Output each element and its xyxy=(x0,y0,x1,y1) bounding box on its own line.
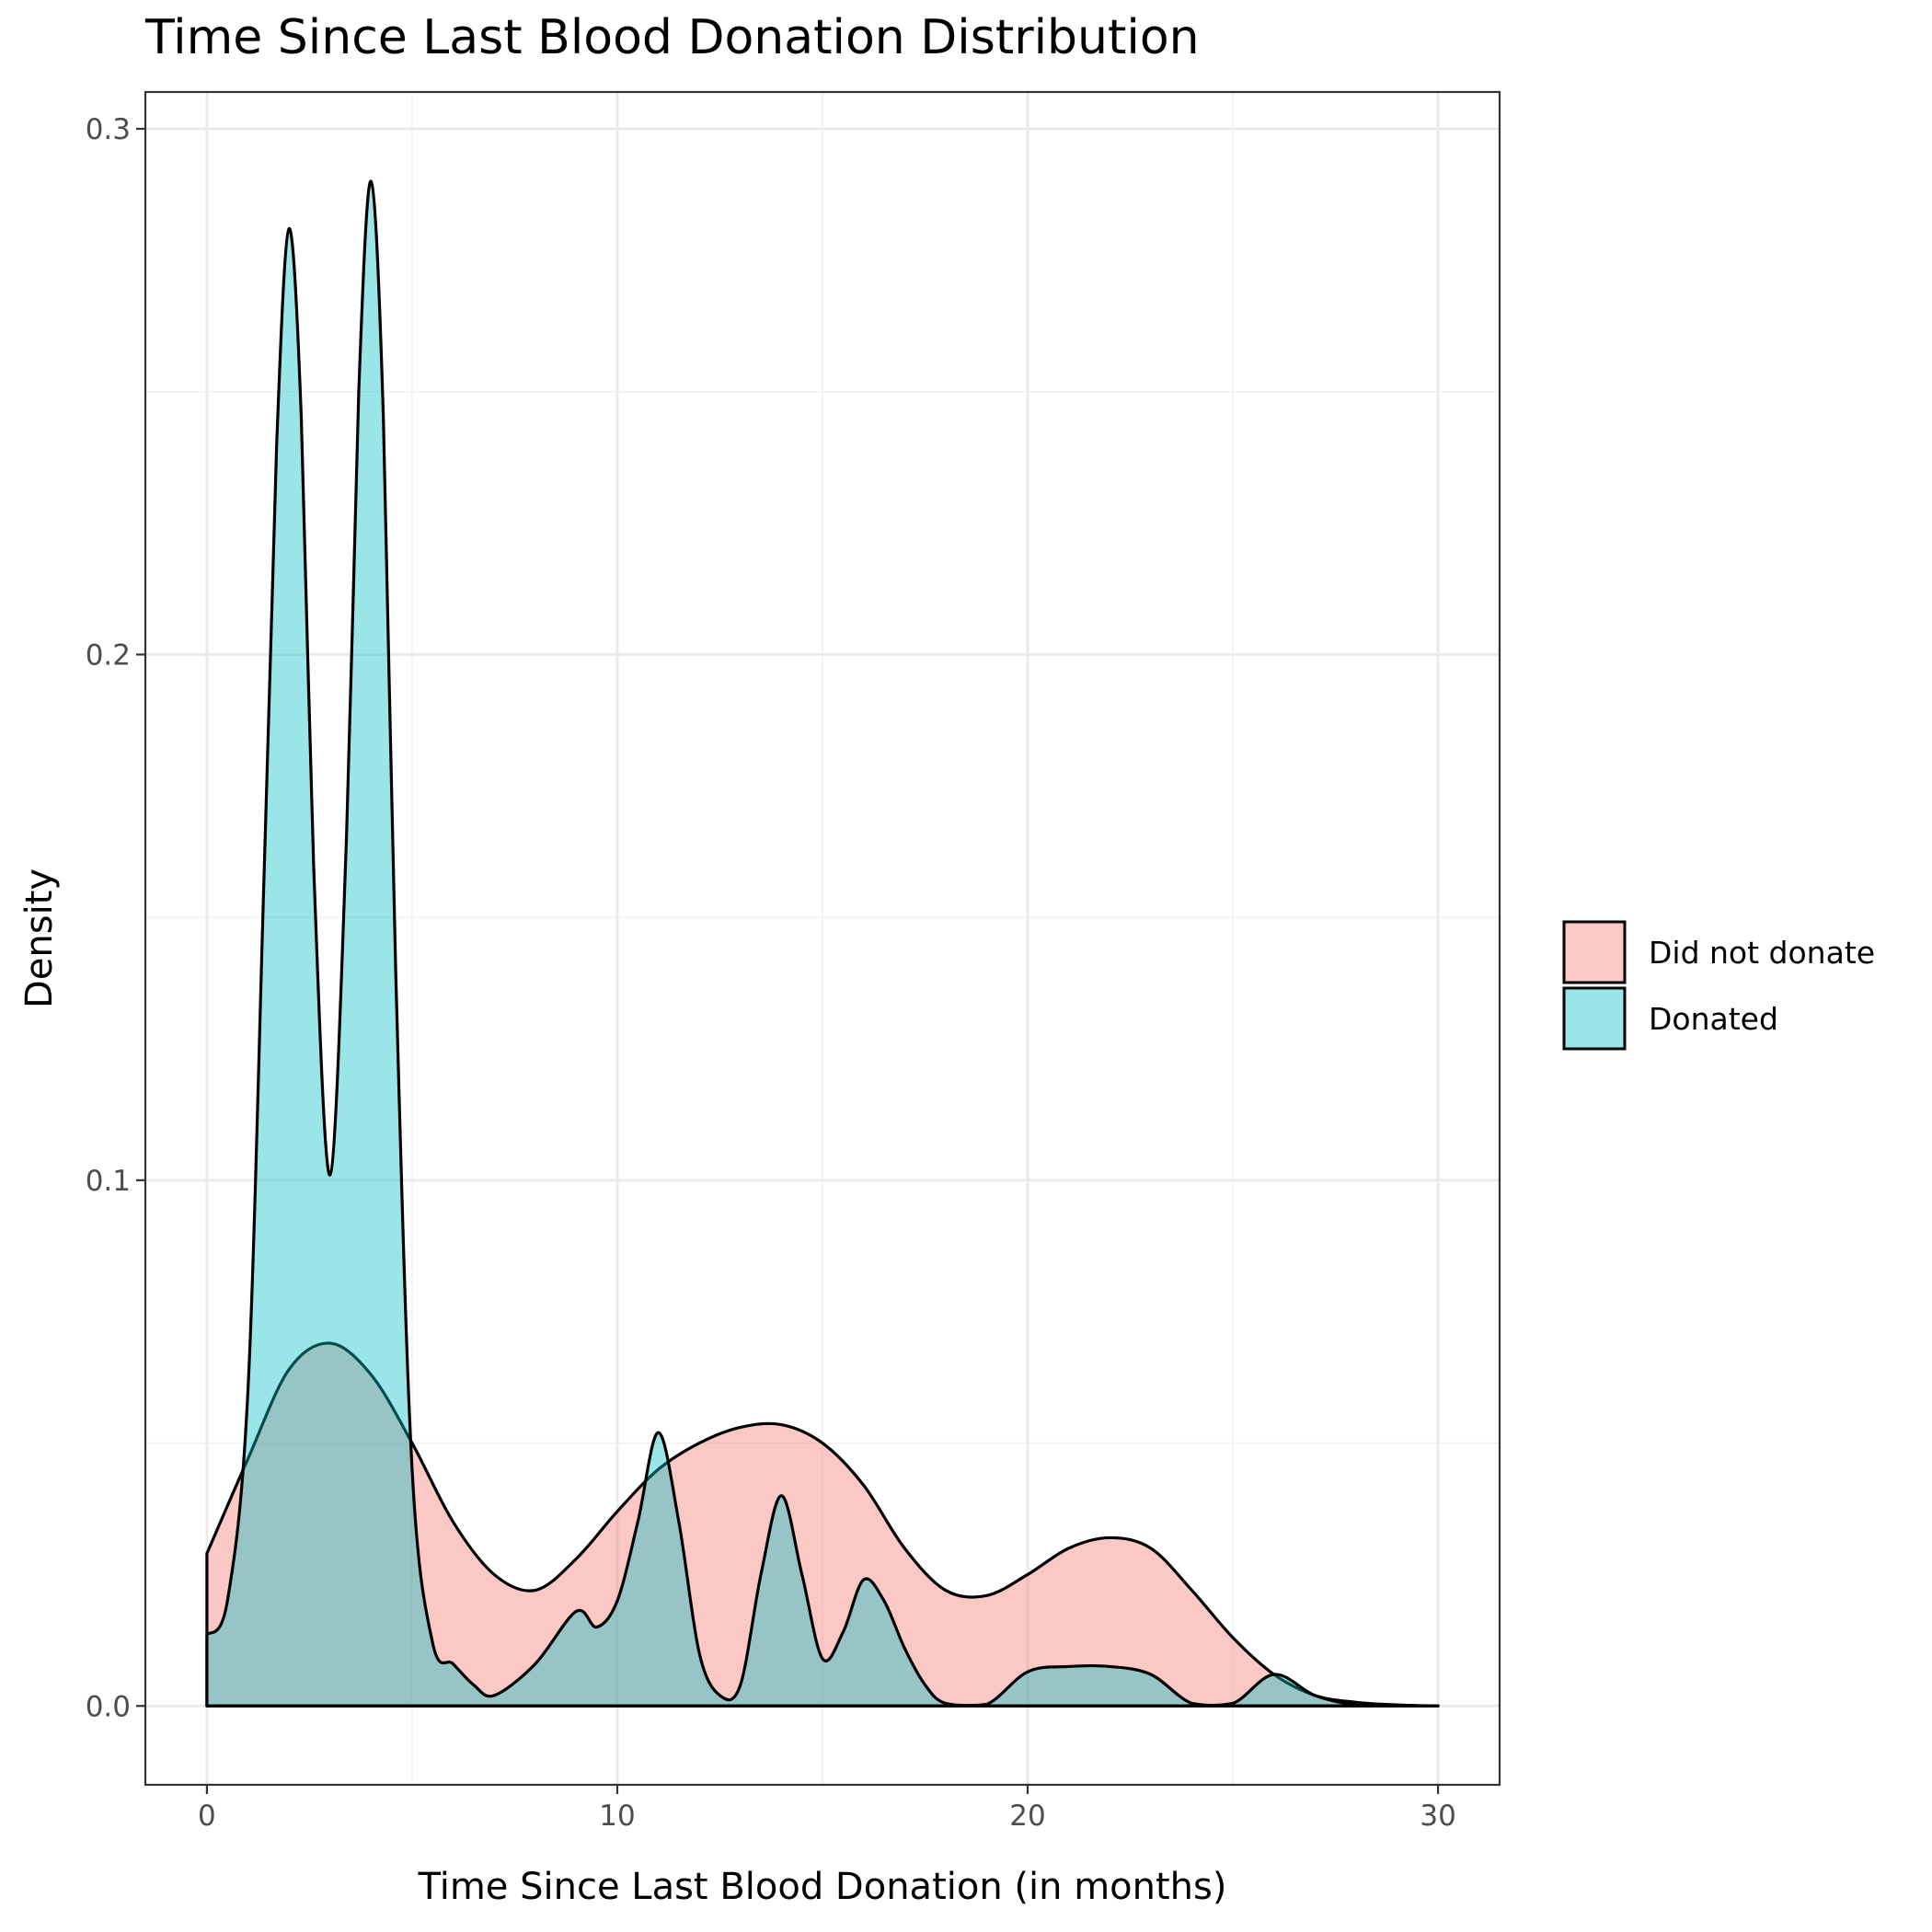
x-axis: 0 10 20 30 xyxy=(198,1785,1456,1833)
legend-key-donated xyxy=(1562,986,1627,1051)
x-tick-label: 20 xyxy=(1009,1800,1045,1833)
x-axis-title: Time Since Last Blood Donation (in month… xyxy=(418,1866,1227,1908)
plot-panel xyxy=(144,90,1501,1787)
y-axis-title: Density xyxy=(18,868,61,1008)
y-axis: 0.0 0.1 0.2 0.3 xyxy=(86,113,145,1723)
panel-border xyxy=(144,90,1501,1787)
y-tick-label: 0.1 xyxy=(86,1165,131,1198)
y-tick-label: 0.0 xyxy=(86,1690,131,1723)
legend: Did not donate Donated xyxy=(1562,920,1875,1051)
density-area-did-not-donate xyxy=(205,1341,1440,1708)
y-tick-label: 0.2 xyxy=(86,638,131,672)
chart-title: Time Since Last Blood Donation Distribut… xyxy=(144,10,1200,65)
legend-key-background xyxy=(1564,922,1625,983)
density-areas xyxy=(205,179,1440,1708)
legend-key-did-not-donate xyxy=(1562,920,1627,984)
legend-label-donated: Donated xyxy=(1649,1001,1778,1037)
legend-key-background xyxy=(1564,988,1625,1049)
x-tick-label: 0 xyxy=(198,1800,216,1833)
y-tick-label: 0.3 xyxy=(86,113,131,146)
density-area-donated xyxy=(205,179,1440,1708)
x-tick-label: 30 xyxy=(1420,1800,1455,1833)
legend-label-did-not-donate: Did not donate xyxy=(1649,935,1875,971)
x-tick-label: 10 xyxy=(599,1800,635,1833)
